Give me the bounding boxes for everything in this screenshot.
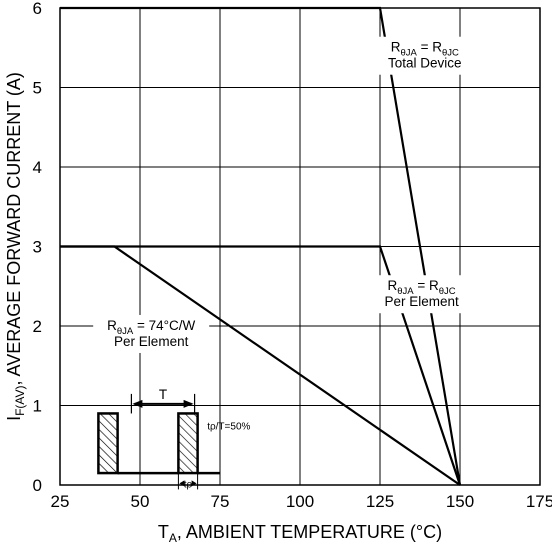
x-tick-label: 100 — [286, 492, 314, 511]
period-label: T — [159, 387, 167, 402]
x-tick-label: 50 — [131, 492, 150, 511]
y-tick-label: 2 — [33, 317, 42, 336]
pulse-waveform-inset: Ttρ tρ/T=50% — [97, 387, 251, 490]
period-arrowhead-left — [132, 399, 143, 408]
y-tick-label: 1 — [33, 397, 42, 416]
series-line-2 — [60, 245, 462, 486]
data-series — [60, 6, 462, 486]
annotation-text: Per Element — [384, 294, 459, 309]
y-tick-label: 4 — [33, 158, 42, 177]
tick-labels: 25 50 75 100 125 150 175 0 1 2 3 4 5 6 — [33, 0, 552, 511]
y-axis-label: IF(AV), AVERAGE FORWARD CURRENT (A) — [4, 72, 27, 421]
x-tick-label: 125 — [366, 492, 394, 511]
x-axis-label: TA, AMBIENT TEMPERATURE (°C) — [158, 522, 442, 545]
x-tick-label: 150 — [446, 492, 474, 511]
y-tick-label: 6 — [33, 0, 42, 18]
period-arrowhead-right — [183, 399, 194, 408]
annotation-bg — [363, 275, 480, 314]
y-tick-label: 5 — [33, 79, 42, 98]
pw-arrowhead-left — [179, 480, 185, 487]
pulse-2 — [177, 412, 199, 475]
x-tick-label: 175 — [526, 492, 552, 511]
annotation-text: Total Device — [388, 56, 462, 71]
series-line-3 — [60, 245, 461, 486]
annotation-text: RθJA = RθJC — [391, 40, 459, 59]
series-line-1 — [60, 6, 462, 486]
axis-labels: TA, AMBIENT TEMPERATURE (°C) IF(AV), AVER… — [4, 72, 442, 545]
y-tick-label: 3 — [33, 238, 42, 257]
pulse-width-label: tρ — [184, 479, 193, 490]
x-tick-label: 25 — [51, 492, 70, 511]
pw-arrowhead-right — [191, 480, 197, 487]
y-tick-label: 0 — [33, 476, 42, 495]
annotation-text: RθJA = 74°C/W — [107, 318, 195, 337]
x-tick-label: 75 — [211, 492, 230, 511]
annotation-text: Per Element — [114, 334, 189, 349]
annotation-text: RθJA = RθJC — [388, 278, 456, 297]
pulse-1 — [97, 412, 119, 475]
annotation-bg — [93, 314, 210, 353]
duty-cycle-label: tρ/T=50% — [207, 421, 250, 432]
annotation-bg — [366, 36, 483, 75]
